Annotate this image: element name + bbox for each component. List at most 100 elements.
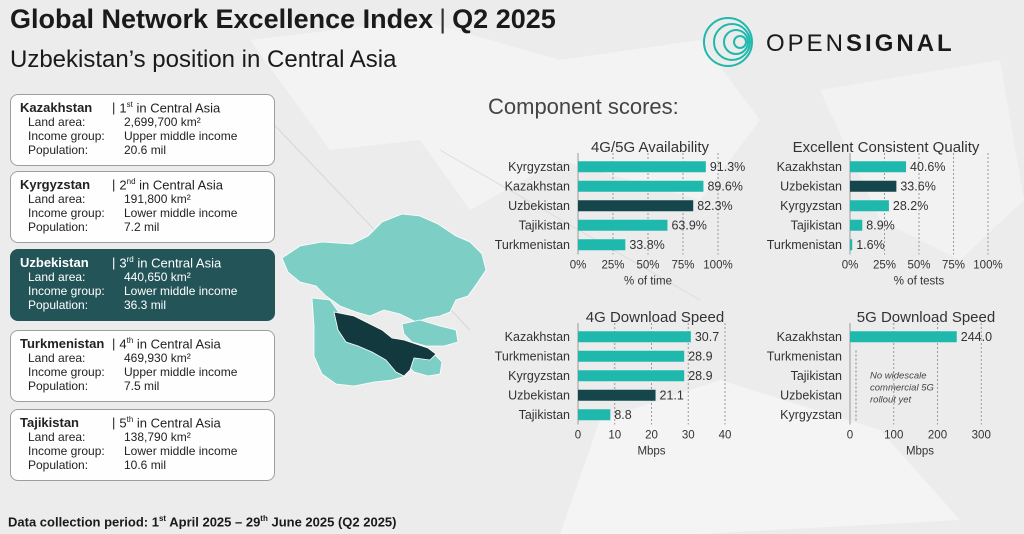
bar-kazakhstan	[850, 331, 957, 343]
category-label: Turkmenistan	[767, 349, 842, 363]
card-row-land-area: Land area: 2,699,700 km²	[20, 115, 265, 129]
category-label: Kyrgyzstan	[508, 160, 570, 174]
data-label: 21.1	[660, 388, 684, 402]
card-population-value: 7.5 mil	[124, 379, 160, 394]
card-land-area-label: Land area:	[28, 351, 86, 366]
card-income-group-value: Lower middle income	[124, 206, 238, 221]
logo-word-signal: SIGNAL	[846, 30, 955, 57]
card-country-name: Tajikistan	[20, 415, 80, 431]
category-label: Kazakhstan	[777, 160, 842, 174]
country-card-turkmenistan: Turkmenistan | 4th in Central Asia Land are…	[10, 330, 275, 402]
bar-kyrgyzstan	[850, 200, 889, 212]
card-income-group-label: Income group:	[28, 365, 105, 380]
annotation-text: No widescale	[870, 371, 927, 382]
chart-2: Excellent Consistent Quality 0% 25% 50% 75% 1…	[767, 139, 1003, 288]
card-rank: 4	[119, 336, 127, 352]
tick-label: 25%	[601, 260, 624, 272]
x-axis-label: % of tests	[894, 276, 945, 288]
chart-title: Excellent Consistent Quality	[793, 139, 980, 156]
title-separator: |	[439, 4, 447, 34]
card-row-income-group: Income group: Lower middle income	[20, 444, 265, 458]
card-rank-suffix: st	[126, 100, 133, 109]
data-label: 28.9	[688, 349, 712, 363]
footer-sup-second: th	[260, 514, 268, 523]
tick-label: 200	[928, 430, 947, 442]
category-label: Tajikistan	[791, 369, 842, 383]
category-label: Uzbekistan	[780, 388, 842, 402]
card-income-group-value: Lower middle income	[124, 444, 238, 459]
card-population-value: 20.6 mil	[124, 143, 167, 158]
title-text: Global Network Excellence Index	[10, 4, 434, 34]
card-rank-text: in Central Asia	[133, 336, 221, 352]
card-land-area-label: Land area:	[28, 430, 86, 445]
chart-4: 5G Download Speed 0 100 200 300 Mbps Kazakhsta…	[767, 309, 995, 458]
card-rank-suffix: th	[126, 415, 134, 424]
tick-label: 75%	[942, 260, 965, 272]
data-collection-period: Data collection period: 1st April 2025 –…	[8, 514, 397, 529]
card-income-group-value: Lower middle income	[124, 284, 238, 299]
card-rank-text: in Central Asia	[135, 177, 223, 193]
category-label: Tajikistan	[791, 218, 842, 232]
card-rank: 1	[119, 100, 127, 116]
card-population-value: 10.6 mil	[124, 458, 167, 473]
card-population-label: Population:	[28, 220, 89, 235]
category-label: Uzbekistan	[780, 179, 842, 193]
card-rank-text: in Central Asia	[133, 255, 222, 271]
data-label: 28.2%	[893, 199, 928, 213]
card-population-label: Population:	[28, 458, 89, 473]
card-row-land-area: Land area: 191,800 km²	[20, 192, 265, 206]
card-rank: 5	[119, 415, 127, 431]
card-header: Kazakhstan | 1st in Central Asia	[20, 100, 265, 115]
card-land-area-value: 191,800 km²	[124, 192, 191, 207]
footer-sup-first: st	[158, 514, 167, 523]
card-row-income-group: Income group: Lower middle income	[20, 206, 265, 220]
x-axis-label: Mbps	[906, 446, 934, 458]
data-label: 1.6%	[856, 238, 885, 252]
card-header: Uzbekistan | 3rd in Central Asia	[20, 255, 265, 270]
card-land-area-label: Land area:	[28, 192, 86, 207]
tick-label: 25%	[873, 260, 896, 272]
map-kazakhstan	[281, 213, 487, 323]
card-population-label: Population:	[28, 143, 89, 158]
bar-kyrgyzstan	[578, 370, 685, 382]
chart-3: 4G Download Speed 0 10 20 30 40 Mbps Kazakhstan…	[495, 309, 732, 458]
bar-kazakhstan	[578, 180, 704, 192]
card-land-area-value: 469,930 km²	[124, 351, 191, 366]
map-kyrgyzstan	[401, 319, 459, 347]
country-card-kazakhstan: Kazakhstan | 1st in Central Asia Land area:…	[10, 94, 275, 166]
page-title: Global Network Excellence Index | Q2 2025	[10, 4, 556, 35]
card-country-name: Uzbekistan	[20, 255, 89, 271]
footer-prefix: Data collection period: 1	[8, 514, 159, 530]
card-row-population: Population: 36.3 mil	[20, 298, 265, 312]
card-rank-suffix: rd	[126, 255, 134, 264]
card-row-population: Population: 20.6 mil	[20, 143, 265, 157]
category-label: Turkmenistan	[767, 238, 842, 252]
card-divider: |	[112, 336, 116, 352]
card-row-income-group: Income group: Upper middle income	[20, 365, 265, 379]
central-asia-map	[281, 213, 487, 387]
bar-kazakhstan	[578, 331, 691, 343]
tick-label: 0	[575, 430, 581, 442]
bar-kazakhstan	[850, 161, 907, 173]
country-card-kyrgyzstan: Kyrgyzstan | 2nd in Central Asia Land area:…	[10, 171, 275, 243]
annotation-text: rollout yet	[870, 395, 912, 406]
opensignal-logo: OPENSIGNAL	[700, 14, 1000, 70]
card-income-group-value: Upper middle income	[124, 129, 238, 144]
chart-title: 4G Download Speed	[586, 309, 724, 326]
tick-label: 10	[608, 430, 621, 442]
bar-turkmenistan	[578, 239, 626, 251]
card-divider: |	[112, 177, 116, 193]
tick-label: 30	[682, 430, 695, 442]
card-rank: 2	[119, 177, 127, 193]
card-rank-text: in Central Asia	[133, 415, 221, 431]
card-header: Kyrgyzstan | 2nd in Central Asia	[20, 177, 265, 192]
category-label: Turkmenistan	[495, 238, 570, 252]
card-header: Turkmenistan | 4th in Central Asia	[20, 336, 265, 351]
tick-label: 20	[645, 430, 658, 442]
bar-turkmenistan	[850, 239, 853, 251]
tick-label: 300	[972, 430, 991, 442]
card-population-label: Population:	[28, 379, 89, 394]
card-row-population: Population: 7.2 mil	[20, 220, 265, 234]
data-label: 28.9	[688, 369, 712, 383]
category-label: Kyrgyzstan	[780, 408, 842, 422]
